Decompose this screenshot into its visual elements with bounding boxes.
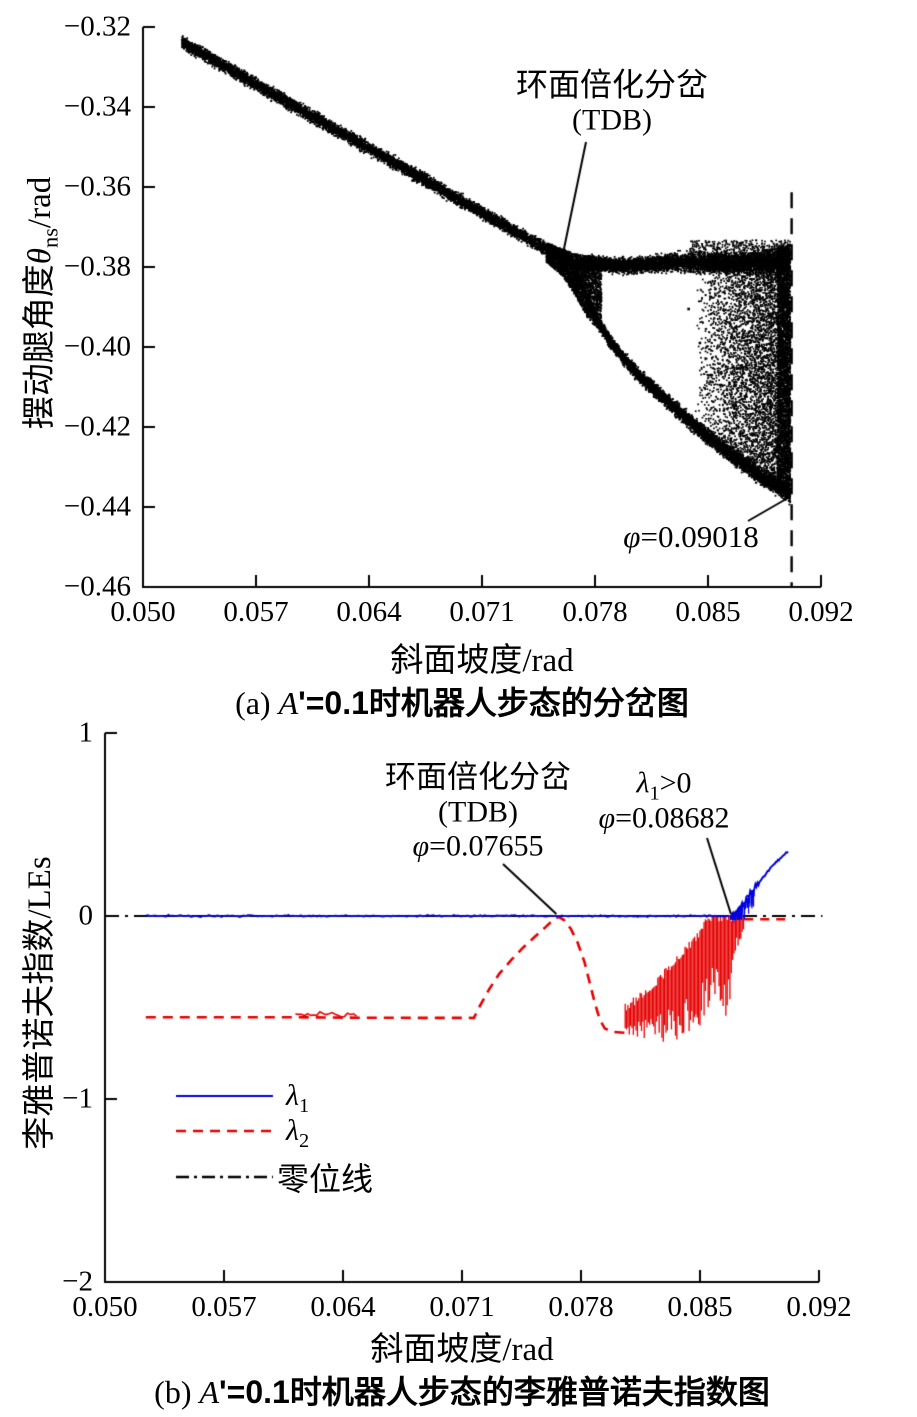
- caption-a-variable: A: [278, 685, 299, 721]
- lambda-subscript: 2: [299, 1130, 310, 1152]
- caption-b-variable: A: [199, 1374, 220, 1410]
- plot-a-ytick-label: −0.32: [63, 10, 131, 43]
- plot-a-ytick-label: −0.44: [63, 490, 131, 523]
- annotation-tdb-line2: (TDB): [572, 103, 652, 137]
- plot-a-xtick-label: 0.050: [110, 596, 176, 628]
- caption-a-prefix: (a): [235, 685, 279, 721]
- plot-b-caption: (b) A'=0.1时机器人步态的李雅普诺夫指数图: [154, 1367, 770, 1413]
- plot-b-xtick-label: 0.078: [548, 1291, 614, 1323]
- caption-b-text: '=0.1时机器人步态的李雅普诺夫指数图: [219, 1374, 770, 1410]
- annotation-b-tdb-line3: φ=0.07655: [385, 830, 571, 865]
- caption-b-prefix: (b): [154, 1374, 200, 1410]
- greater-than-zero: >0: [659, 766, 692, 800]
- lambda-subscript: 1: [649, 782, 660, 805]
- annotation-b-tdb-line1: 环面倍化分岔: [385, 759, 571, 795]
- plot-b-y-axis-label: 李雅普诺夫指数/LEs: [12, 856, 60, 1149]
- phi-value: =0.09018: [640, 519, 759, 555]
- plot-a-x-axis-label: 斜面坡度/rad: [390, 643, 574, 679]
- plot-b-ylabel-unit: /LEs: [22, 856, 58, 919]
- annotation-lambda1-line1: λ1>0: [598, 766, 729, 805]
- plot-b-x-axis-label: 斜面坡度/rad: [370, 1332, 554, 1368]
- caption-a-text: '=0.1时机器人步态的分岔图: [298, 685, 689, 721]
- plot-b-xtick-label: 0.050: [72, 1291, 138, 1323]
- legend-label-zero-line: 零位线: [277, 1161, 374, 1197]
- lambda-symbol: λ: [636, 766, 650, 800]
- plot-a-y-axis-label: 摆动腿角度θns/rad: [12, 176, 63, 430]
- plot-a-ytick-label: −0.36: [63, 170, 131, 203]
- plot-a-xtick-label: 0.057: [223, 596, 289, 628]
- plot-a-xtick-label: 0.071: [449, 596, 515, 628]
- plot-b-ytick-label: 1: [78, 716, 94, 749]
- plot-a-ytick-label: −0.46: [63, 570, 131, 603]
- legend-label-lambda1: λ1: [286, 1079, 309, 1116]
- plot-a-ylabel-text: 摆动腿角度: [22, 264, 58, 430]
- annotation-tdb-line1: 环面倍化分岔: [515, 66, 709, 103]
- plot-a-annotation-phi: φ=0.09018: [623, 519, 758, 555]
- plot-a-ytick-label: −0.42: [63, 410, 131, 443]
- plot-b-ytick-label: 0: [78, 899, 94, 932]
- lambda-symbol: λ: [286, 1114, 299, 1147]
- plot-b-xtick-label: 0.071: [429, 1291, 495, 1323]
- plot-a-ylabel-unit: /rad: [22, 176, 58, 229]
- plot-b-xtick-label: 0.057: [191, 1291, 257, 1323]
- theta-symbol: θ: [22, 248, 58, 265]
- lambda-symbol: λ: [286, 1079, 299, 1112]
- plot-a-xtick-label: 0.085: [675, 596, 741, 628]
- plot-a-caption: (a) A'=0.1时机器人步态的分岔图: [235, 678, 689, 724]
- plot-a-xtick-label: 0.064: [336, 596, 402, 628]
- phi-symbol: φ: [623, 519, 641, 555]
- plot-b-annotation-lambda1: λ1>0 φ=0.08682: [598, 767, 729, 836]
- plot-b-xtick-label: 0.064: [310, 1291, 376, 1323]
- plot-b-xtick-label: 0.092: [786, 1291, 852, 1323]
- phi-value: =0.07655: [429, 829, 544, 863]
- plot-b-ytick-label: −1: [62, 1082, 93, 1115]
- plot-b-annotation-tdb: 环面倍化分岔 (TDB) φ=0.07655: [385, 760, 571, 865]
- phi-symbol: φ: [412, 829, 430, 863]
- plot-b-ytick-label: −2: [62, 1265, 93, 1298]
- plot-b-xtick-label: 0.085: [667, 1291, 733, 1323]
- plot-a-ytick-label: −0.40: [63, 330, 131, 363]
- annotation-b-tdb-line2: (TDB): [438, 795, 518, 829]
- plot-a-xtick-label: 0.092: [788, 596, 854, 628]
- theta-subscript: ns: [37, 228, 63, 249]
- legend-label-lambda2: λ2: [286, 1114, 309, 1151]
- phi-value: =0.08682: [615, 801, 730, 834]
- plot-a-annotation-tdb: 环面倍化分岔 (TDB): [516, 66, 708, 137]
- lambda-subscript: 1: [299, 1095, 310, 1117]
- phi-symbol: φ: [598, 801, 616, 834]
- plot-a-ytick-label: −0.34: [63, 90, 131, 123]
- plot-a-ytick-label: −0.38: [63, 250, 131, 283]
- annotation-lambda1-line2: φ=0.08682: [598, 801, 729, 836]
- plot-b-ylabel-text: 李雅普诺夫指数: [22, 918, 58, 1150]
- plot-a-xtick-label: 0.078: [562, 596, 628, 628]
